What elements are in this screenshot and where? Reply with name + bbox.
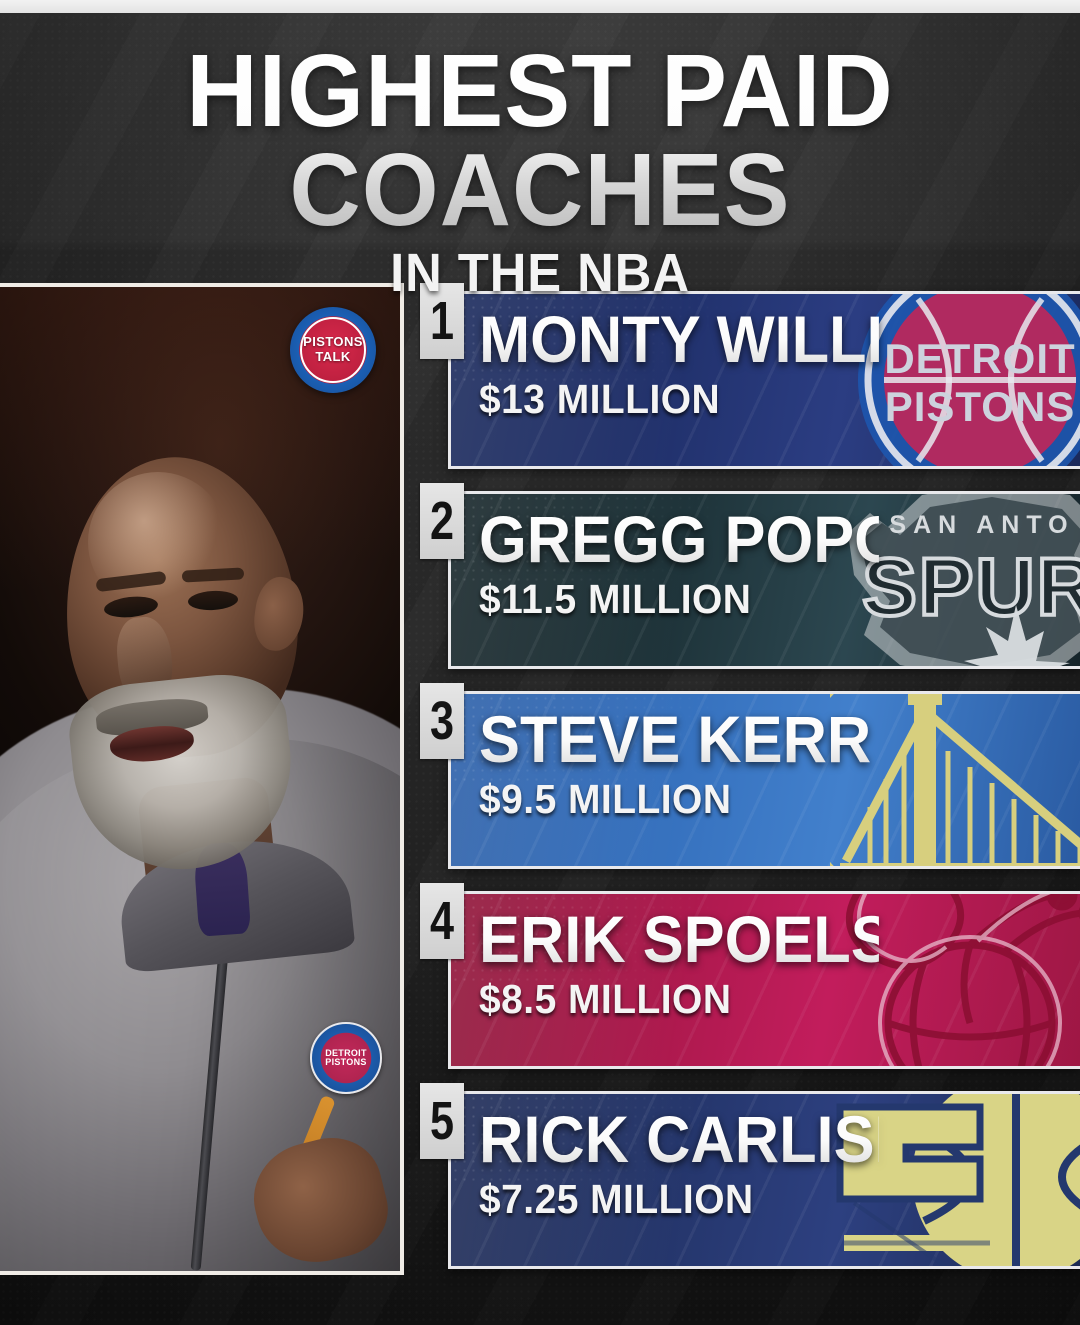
coach-salary: $8.5 MILLION bbox=[479, 976, 732, 1023]
coach-photo: DETROIT PISTONS PISTONS TALK bbox=[0, 283, 404, 1275]
patch-line-2: PISTONS bbox=[325, 1057, 367, 1067]
card-text-block: GREGG POPOVICH $11.5 MILLION bbox=[479, 502, 1049, 623]
card-dot-texture bbox=[451, 494, 797, 584]
page-title: HIGHEST PAID COACHES bbox=[22, 39, 1059, 241]
card-text-block: ERIK SPOELSTRA $8.5 MILLION bbox=[479, 902, 1018, 1023]
list-item[interactable]: 1 DETROIT PISTONS bbox=[420, 283, 1080, 483]
jersey-pistons-patch: DETROIT PISTONS bbox=[310, 1022, 382, 1094]
coach-name: STEVE KERR bbox=[479, 705, 879, 773]
coach-name: GREGG POPOVICH bbox=[479, 502, 1049, 576]
rank-number: 3 bbox=[429, 691, 455, 751]
card-text-block: RICK CARLISLE $7.25 MILLION bbox=[479, 1102, 953, 1223]
coach-salary: $13 MILLION bbox=[479, 376, 721, 423]
coach-salary: $9.5 MILLION bbox=[479, 776, 732, 823]
rank-badge: 5 bbox=[420, 1083, 464, 1159]
rank-badge: 2 bbox=[420, 483, 464, 559]
rank-number: 1 bbox=[429, 291, 455, 351]
rank-badge: 1 bbox=[420, 283, 464, 359]
card-dot-texture bbox=[451, 894, 797, 984]
coach-name: RICK CARLISLE bbox=[479, 1102, 953, 1176]
list-item[interactable]: 4 bbox=[420, 883, 1080, 1083]
coach-name: MONTY WILLIAMS bbox=[479, 302, 1021, 376]
coach-name: ERIK SPOELSTRA bbox=[479, 902, 1018, 976]
top-edge-strip bbox=[0, 0, 1080, 13]
card-dot-texture bbox=[451, 1094, 797, 1184]
watermark-inner: PISTONS TALK bbox=[300, 317, 366, 383]
watermark-line-1: PISTONS bbox=[303, 334, 363, 350]
coach-salary: $11.5 MILLION bbox=[479, 576, 752, 623]
rank-number: 2 bbox=[429, 491, 455, 551]
patch-line-1: DETROIT bbox=[325, 1047, 367, 1058]
card-dot-texture bbox=[451, 294, 797, 384]
coach-ranking-list: 1 DETROIT PISTONS bbox=[420, 283, 1080, 1283]
watermark-line-2: TALK bbox=[315, 349, 351, 364]
pistons-talk-watermark: PISTONS TALK bbox=[290, 307, 376, 393]
coach-card[interactable]: RICK CARLISLE $7.25 MILLION bbox=[448, 1091, 1080, 1269]
coach-card[interactable]: STEVE KERR $9.5 MILLION bbox=[448, 691, 1080, 869]
rank-badge: 3 bbox=[420, 683, 464, 759]
rank-number: 5 bbox=[429, 1091, 455, 1151]
rank-number: 4 bbox=[429, 891, 455, 951]
list-item[interactable]: 5 bbox=[420, 1083, 1080, 1283]
coach-salary: $7.25 MILLION bbox=[479, 1176, 754, 1223]
title-block: HIGHEST PAID COACHES IN THE NBA bbox=[0, 39, 1080, 303]
card-text-block: MONTY WILLIAMS $13 MILLION bbox=[479, 302, 1021, 423]
list-item[interactable]: 2 SAN ANTO SPUR bbox=[420, 483, 1080, 683]
coach-card[interactable]: DETROIT PISTONS MONTY WILLIAMS $13 MILLI… bbox=[448, 291, 1080, 469]
card-dot-texture bbox=[451, 694, 797, 784]
card-text-block: STEVE KERR $9.5 MILLION bbox=[479, 705, 909, 823]
page-subtitle: IN THE NBA bbox=[390, 242, 690, 303]
coach-card[interactable]: ERIK SPOELSTRA $8.5 MILLION bbox=[448, 891, 1080, 1069]
rank-badge: 4 bbox=[420, 883, 464, 959]
coach-card[interactable]: SAN ANTO SPUR GREGG POPOVICH $11.5 MILLI… bbox=[448, 491, 1080, 669]
list-item[interactable]: 3 bbox=[420, 683, 1080, 883]
